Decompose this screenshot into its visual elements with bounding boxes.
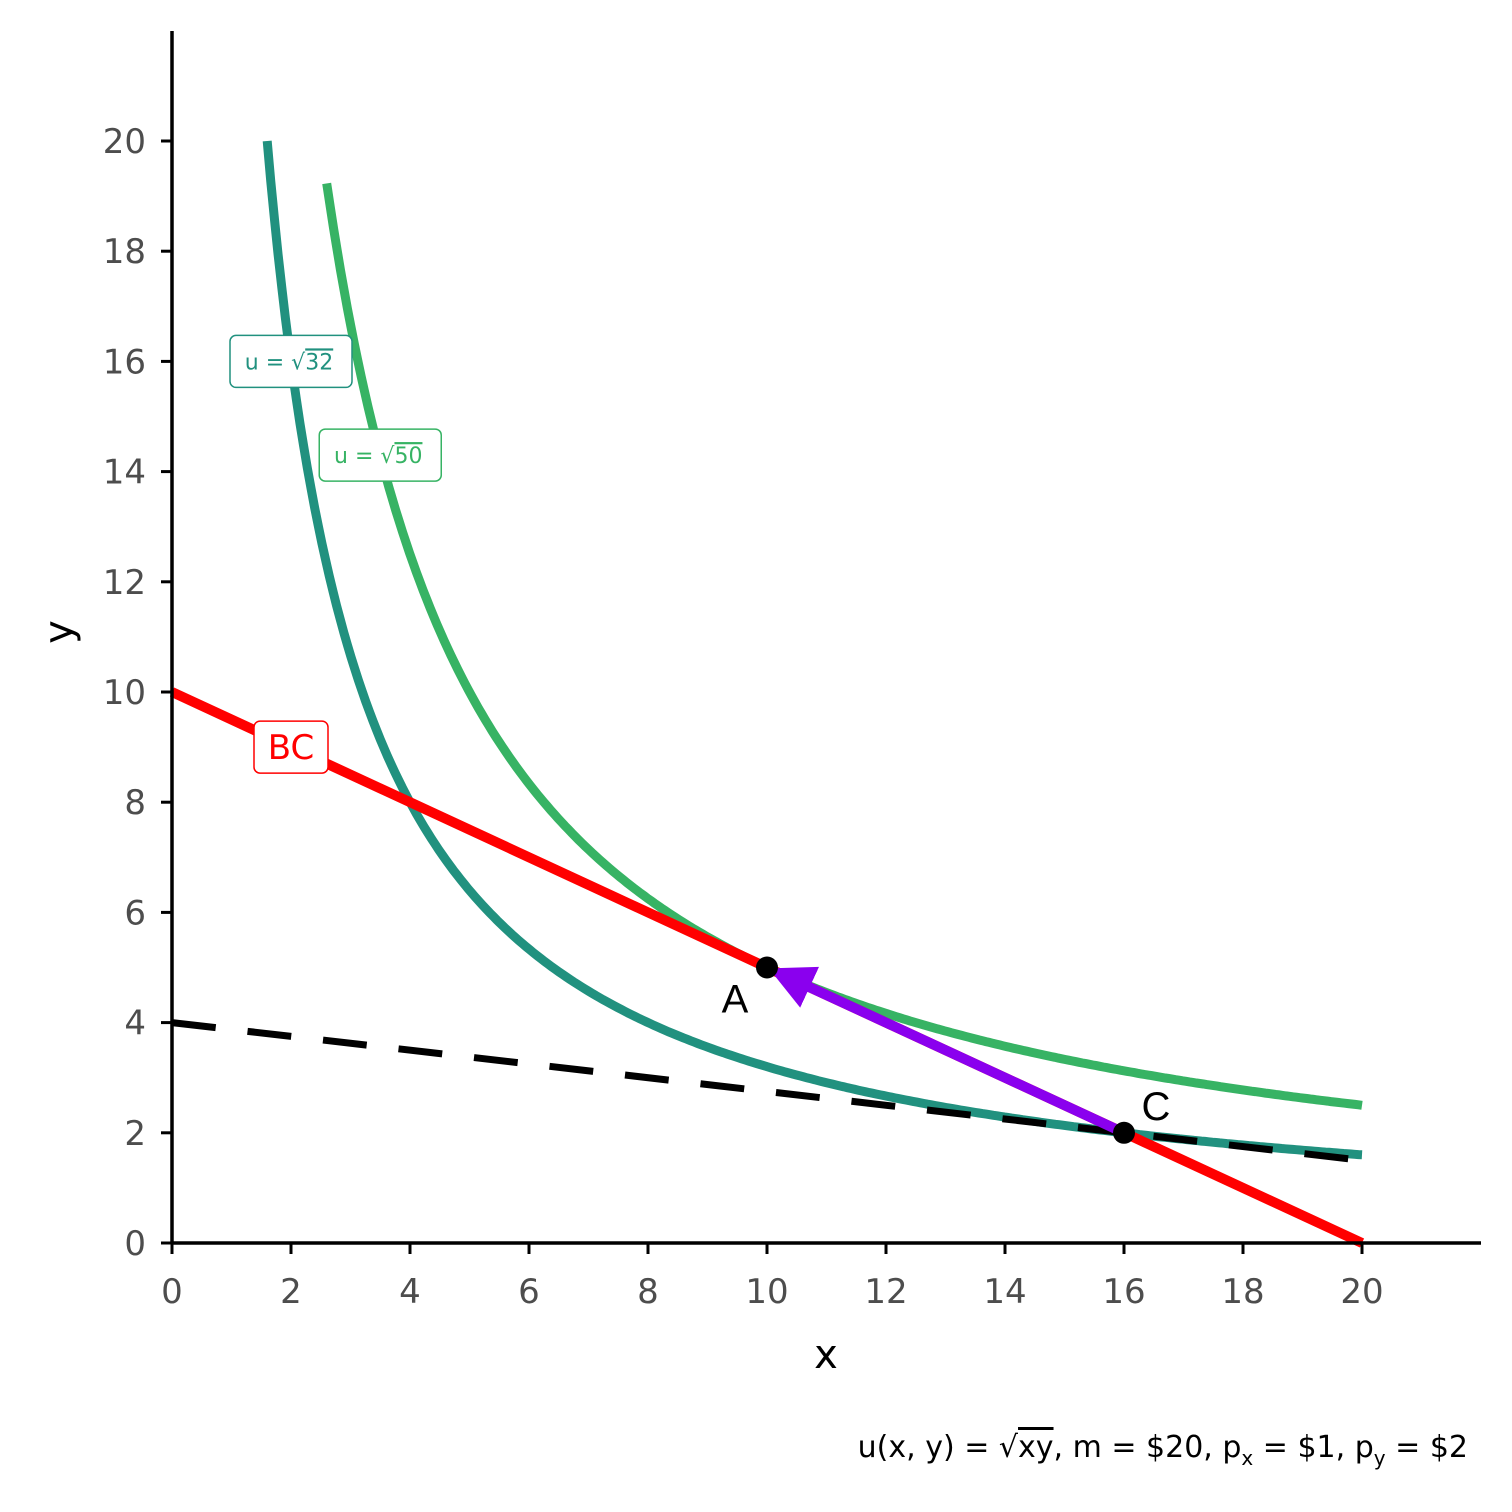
y-tick-label: 18 — [103, 232, 146, 272]
plot-area — [169, 140, 1365, 1248]
x-tick-label: 2 — [280, 1272, 302, 1312]
x-tick-label: 8 — [637, 1272, 659, 1312]
x-tick-label: 4 — [399, 1272, 421, 1312]
x-tick-label: 10 — [745, 1272, 788, 1312]
indifference-curve-32 — [262, 140, 1363, 1160]
x-tick-label: 18 — [1221, 1272, 1264, 1312]
x-tick-label: 12 — [864, 1272, 907, 1312]
y-tick-label: 8 — [124, 783, 146, 823]
indifference-curve-50 — [322, 182, 1363, 1110]
point-label-a: A — [722, 978, 749, 1022]
x-tick-label: 0 — [161, 1272, 183, 1312]
y-tick-label: 2 — [124, 1114, 146, 1154]
y-tick-label: 4 — [124, 1004, 146, 1044]
curve-label-box — [318, 428, 442, 482]
y-tick-label: 16 — [103, 342, 146, 382]
caption: u(x, y) = √xy, m = $20, px = $1, py = $2 — [858, 1430, 1468, 1470]
y-tick-label: 20 — [103, 122, 146, 162]
x-tick-label: 14 — [983, 1272, 1026, 1312]
bc-label-box — [253, 720, 329, 774]
x-axis-title: x — [814, 1332, 838, 1378]
point-a — [756, 956, 778, 979]
x-tick-label: 20 — [1340, 1272, 1383, 1312]
point-c — [1113, 1121, 1135, 1144]
sqrt-sign-icon: √ — [999, 1430, 1019, 1465]
x-tick-label: 16 — [1102, 1272, 1145, 1312]
substitution-arrow — [768, 966, 1127, 1138]
dashed-budget-line — [171, 1019, 1363, 1164]
y-tick-label: 10 — [103, 673, 146, 713]
y-axis-title: y — [36, 620, 82, 644]
curve-label-box — [229, 334, 353, 389]
curve-label-32: u = √32 — [245, 350, 333, 375]
tick-marks: 0 2 4 6 8 10 12 14 16 18 20 0 2 4 6 8 10 12 14 16 18 20 — [103, 122, 1384, 1312]
curve-label-50: u = √50 — [334, 444, 422, 469]
bc-label: BC — [268, 728, 314, 768]
y-tick-label: 6 — [124, 893, 146, 933]
y-tick-label: 0 — [124, 1224, 146, 1264]
point-label-c: C — [1142, 1085, 1171, 1129]
y-tick-label: 12 — [103, 563, 146, 603]
annotations: A Cu = √32 u = √50 BC — [229, 334, 1171, 1129]
x-tick-label: 6 — [518, 1272, 540, 1312]
y-tick-label: 14 — [103, 453, 146, 493]
axes — [170, 31, 1481, 1245]
